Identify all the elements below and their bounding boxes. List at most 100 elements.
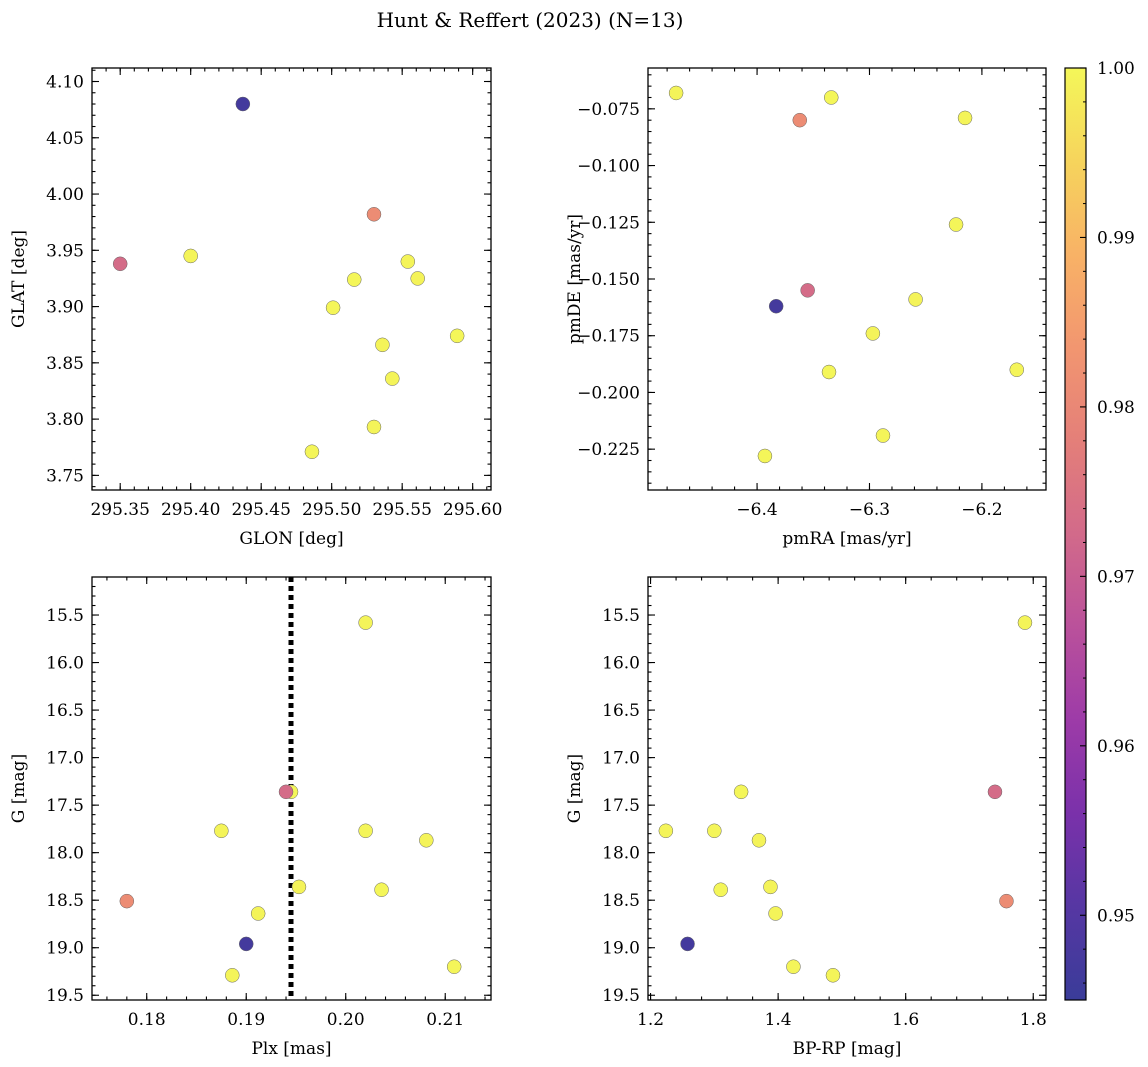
data-point: [183, 248, 198, 264]
y-tick-label: 3.95: [46, 241, 84, 261]
y-tick-label: −0.100: [577, 157, 640, 177]
data-point: [957, 110, 973, 126]
data-point: [1017, 615, 1033, 630]
y-axis-label: GLAT [deg]: [9, 230, 29, 328]
x-tick-label: 295.55: [372, 500, 431, 520]
colorbar: 0.95 0.96 0.97 0.98 0.99 1.00: [1064, 59, 1135, 1001]
scatter-panel-4: 1.2 1.4 1.6 1.8 15.5 16.0 16.5 17.0 17.5 18.0 18.5…: [565, 576, 1047, 1059]
data-point: [908, 292, 923, 307]
y-tick-label: 17.5: [602, 796, 640, 816]
data-point: [999, 893, 1014, 909]
data-point: [400, 254, 416, 269]
scatter-panel-3: 0.18 0.19 0.20 0.21 15.5 16.0 16.5 17.0 17.5 18.0…: [9, 576, 492, 1059]
x-axis-label: pmRA [mas/yr]: [782, 529, 911, 549]
y-tick-label: 16.5: [602, 701, 640, 721]
data-point: [800, 283, 815, 298]
colorbar-tick-label: 0.99: [1097, 228, 1135, 248]
y-tick-label: 17.5: [46, 796, 84, 816]
data-point: [668, 85, 684, 101]
y-tick-label: 18.0: [602, 844, 640, 864]
colorbar-tick-label: 0.95: [1097, 906, 1135, 926]
y-tick-label: 15.5: [46, 606, 84, 626]
y-tick-label: −0.225: [577, 440, 640, 460]
x-tick-label: 1.4: [765, 1010, 792, 1030]
x-tick-label: −6.2: [961, 500, 1002, 520]
x-tick-label: 0.21: [426, 1010, 464, 1030]
y-tick-label: 18.0: [46, 844, 84, 864]
plot-frame: [91, 67, 492, 491]
data-point: [875, 428, 891, 443]
data-point: [751, 833, 767, 848]
data-point: [278, 784, 294, 800]
y-tick-label: −0.125: [577, 213, 640, 233]
data-point: [987, 784, 1003, 800]
data-point: [119, 893, 135, 909]
y-tick-label: 4.00: [46, 185, 84, 205]
data-point: [792, 112, 808, 128]
y-tick-label: 4.05: [46, 129, 84, 149]
x-tick-label: 295.35: [90, 500, 149, 520]
scatter-panel-2: −6.4 −6.3 −6.2 −0.225 −0.200 −0.175 −0.150 −0.1…: [565, 67, 1047, 549]
data-point: [235, 96, 251, 112]
y-tick-label: 19.0: [46, 939, 84, 959]
data-point: [768, 298, 784, 314]
x-tick-label: −6.4: [736, 500, 777, 520]
y-tick-label: 16.5: [46, 701, 84, 721]
data-point: [449, 328, 465, 344]
x-tick-label: 0.20: [327, 1010, 365, 1030]
y-tick-label: 18.5: [602, 891, 640, 911]
x-tick-label: −6.3: [849, 500, 890, 520]
x-tick-label: 1.6: [892, 1010, 919, 1030]
y-tick-label: −0.200: [577, 383, 640, 403]
y-axis-label: G [mag]: [9, 754, 29, 823]
plot-frame: [647, 576, 1047, 1001]
data-point: [446, 959, 462, 974]
y-axis-label: pmDE [mas/yr]: [565, 214, 585, 344]
plot-frame: [647, 67, 1047, 491]
x-tick-label: 1.2: [637, 1010, 664, 1030]
axis-ticks: [92, 577, 491, 1000]
data-point: [713, 882, 728, 897]
data-point: [375, 337, 390, 353]
data-point: [385, 371, 400, 386]
x-tick-label: 0.19: [227, 1010, 265, 1030]
x-axis-label: Plx [mas]: [251, 1039, 331, 1059]
x-axis-label: GLON [deg]: [239, 529, 343, 549]
y-tick-label: 18.5: [46, 891, 84, 911]
y-tick-label: −0.175: [577, 327, 640, 347]
x-tick-label: 295.40: [161, 500, 220, 520]
data-point: [346, 272, 362, 287]
data-point: [366, 207, 382, 222]
y-tick-label: 4.10: [46, 73, 84, 93]
colorbar-tick-label: 0.97: [1097, 567, 1135, 587]
axis-ticks: [648, 68, 1046, 490]
y-tick-label: 17.0: [46, 749, 84, 769]
y-tick-label: 19.0: [602, 939, 640, 959]
y-tick-label: 16.0: [46, 654, 84, 674]
x-tick-label: 1.8: [1020, 1010, 1047, 1030]
y-tick-label: 16.0: [602, 654, 640, 674]
data-point: [112, 256, 128, 272]
axis-ticks: [91, 68, 491, 490]
colorbar-tick-label: 1.00: [1097, 59, 1135, 79]
y-tick-label: 19.5: [46, 986, 84, 1006]
y-tick-label: 3.85: [46, 354, 84, 374]
data-point: [757, 448, 773, 464]
x-axis-label: BP-RP [mag]: [793, 1039, 902, 1059]
data-point: [410, 271, 425, 286]
x-tick-label: 295.45: [231, 500, 290, 520]
data-point: [225, 968, 240, 983]
data-point: [786, 959, 801, 974]
colorbar-tick-label: 0.96: [1097, 737, 1135, 757]
data-point: [1009, 362, 1025, 378]
data-point: [291, 879, 307, 895]
data-point: [419, 833, 434, 848]
data-point: [707, 823, 722, 839]
data-point: [768, 906, 783, 921]
x-tick-label: 295.60: [443, 500, 502, 520]
y-axis-label: G [mag]: [565, 754, 585, 823]
y-tick-label: 3.80: [46, 410, 84, 430]
data-point: [865, 326, 881, 341]
data-point: [680, 936, 695, 952]
